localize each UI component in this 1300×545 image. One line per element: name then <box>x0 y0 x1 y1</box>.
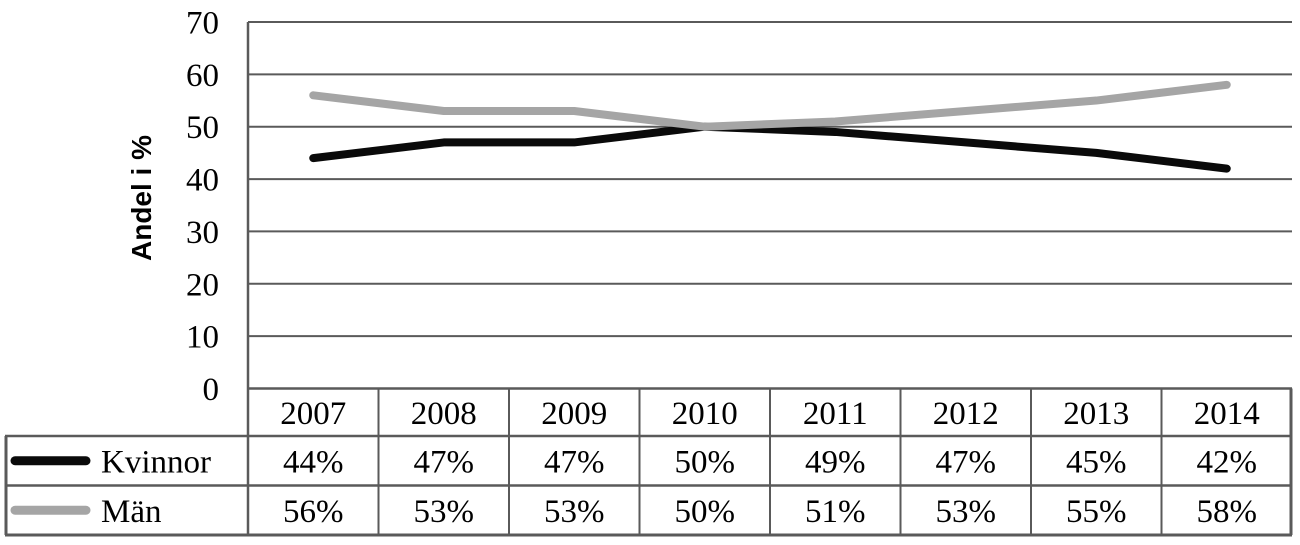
y-tick-label: 40 <box>186 163 219 199</box>
value-cell-kvinnor: 47% <box>414 444 475 480</box>
value-cell-man: 56% <box>283 494 344 530</box>
legend-label-man: Män <box>101 494 162 530</box>
series-line-kvinnor <box>309 122 1231 173</box>
year-header-cell: 2013 <box>1063 396 1129 432</box>
series-line-man <box>309 80 1231 131</box>
value-cell-man: 50% <box>675 494 736 530</box>
value-cell-man: 51% <box>805 494 866 530</box>
y-tick-label: 70 <box>186 6 219 42</box>
year-header-cell: 2012 <box>933 396 999 432</box>
y-tick-label: 0 <box>203 372 220 408</box>
value-cell-man: 53% <box>936 494 997 530</box>
value-cell-kvinnor: 47% <box>544 444 605 480</box>
value-cell-kvinnor: 47% <box>936 444 997 480</box>
value-cell-man: 58% <box>1197 494 1258 530</box>
year-header-cell: 2011 <box>803 396 868 432</box>
y-tick-label: 10 <box>186 320 219 356</box>
y-tick-label: 30 <box>186 215 219 251</box>
value-cell-kvinnor: 45% <box>1066 444 1127 480</box>
value-cell-kvinnor: 42% <box>1197 444 1258 480</box>
value-cell-man: 55% <box>1066 494 1127 530</box>
value-cell-man: 53% <box>544 494 605 530</box>
year-header-cell: 2010 <box>672 396 738 432</box>
y-tick-label: 20 <box>186 267 219 303</box>
year-header-cell: 2007 <box>280 396 346 432</box>
value-cell-man: 53% <box>414 494 475 530</box>
year-header-cell: 2008 <box>411 396 477 432</box>
legend-label-kvinnor: Kvinnor <box>101 444 211 480</box>
value-cell-kvinnor: 44% <box>283 444 344 480</box>
year-header-cell: 2014 <box>1194 396 1260 432</box>
y-tick-label: 50 <box>186 110 219 146</box>
value-cell-kvinnor: 50% <box>675 444 736 480</box>
y-tick-label: 60 <box>186 58 219 94</box>
value-cell-kvinnor: 49% <box>805 444 866 480</box>
year-header-cell: 2009 <box>541 396 607 432</box>
